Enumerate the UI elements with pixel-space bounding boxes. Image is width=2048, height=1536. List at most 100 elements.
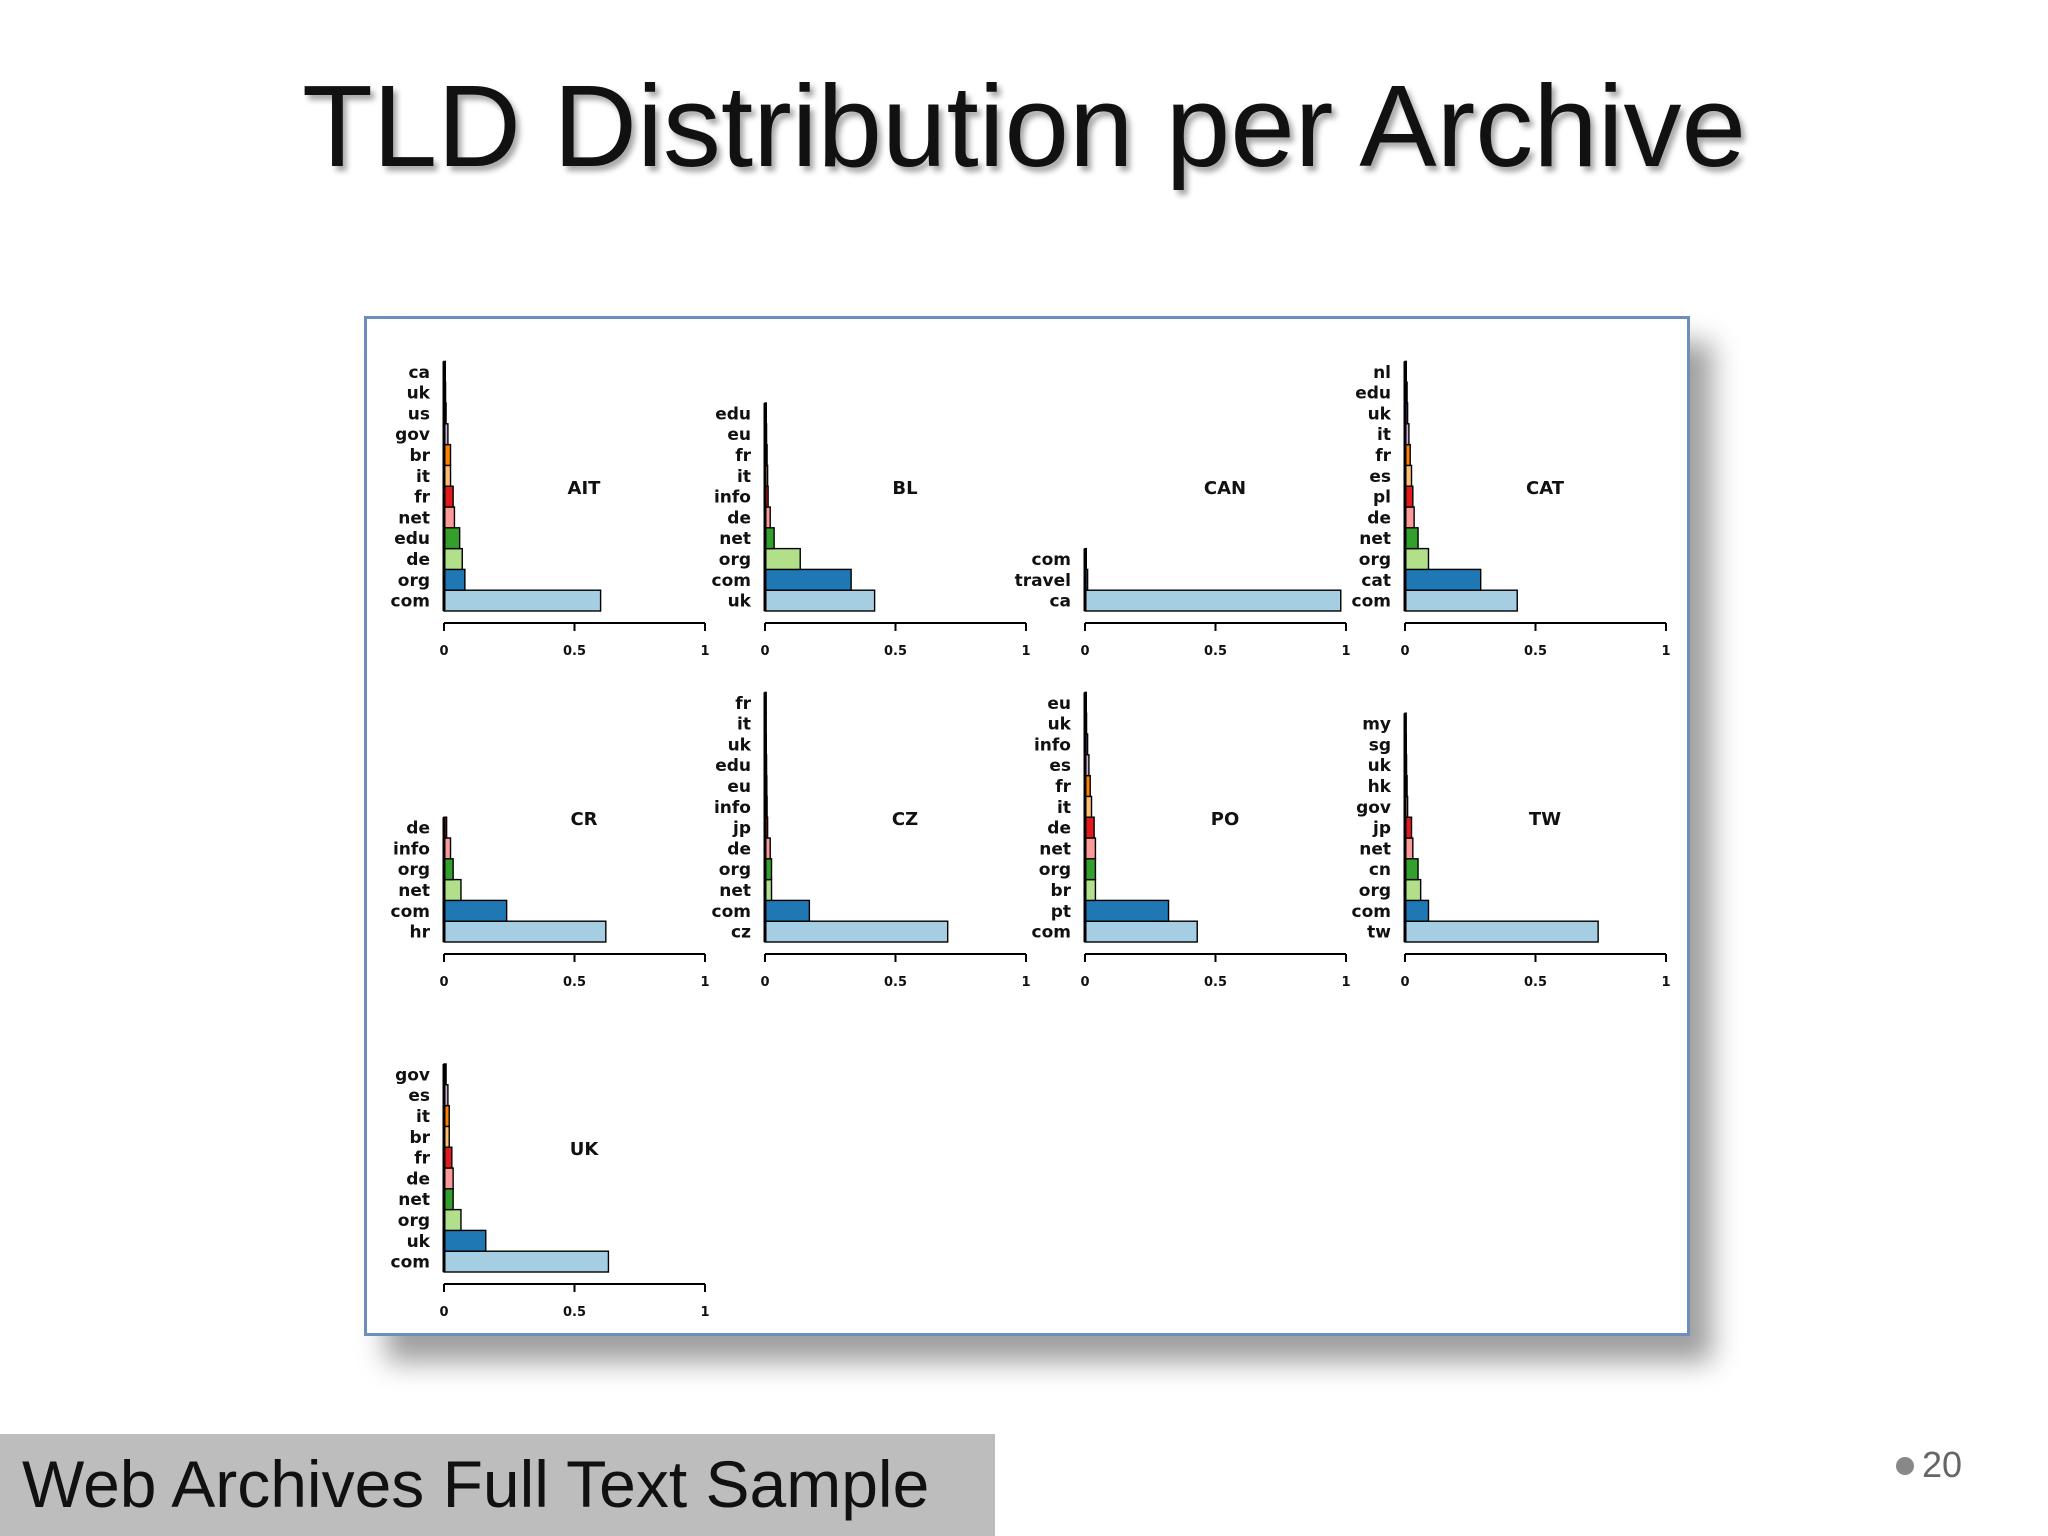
panel-title-bl: BL xyxy=(892,478,917,499)
tld-label-cat-edu: edu xyxy=(1355,384,1391,404)
tld-label-cz-cz: cz xyxy=(731,923,751,943)
bar-ait-org xyxy=(443,568,466,591)
figure-frame: com org de edu net fr it br gov us uk ca AIT 0 0.5 1 uk c… xyxy=(364,316,1690,1336)
tld-label-uk-es: es xyxy=(408,1086,430,1106)
tld-label-ait-fr: fr xyxy=(414,488,430,508)
slide-title: TLD Distribution per Archive xyxy=(301,61,1747,191)
page-bullet-icon xyxy=(1896,1457,1914,1475)
bar-cr-hr xyxy=(443,920,607,943)
tick-label-po-0.5: 0.5 xyxy=(1204,975,1227,990)
bar-can-ca xyxy=(1084,589,1342,612)
tld-label-uk-net: net xyxy=(398,1190,430,1210)
tld-label-ait-ca: ca xyxy=(408,363,430,383)
tick-label-cr-1: 1 xyxy=(700,975,709,990)
tld-label-cat-pl: pl xyxy=(1373,488,1391,508)
bar-cr-com xyxy=(443,899,508,922)
tld-label-bl-info: info xyxy=(714,488,751,508)
bar-bl-org xyxy=(764,547,801,571)
tick-label-cz-1: 1 xyxy=(1021,975,1030,990)
footer-text: Web Archives Full Text Sample xyxy=(22,1447,930,1521)
bar-ait-de xyxy=(443,547,463,571)
tld-label-bl-eu: eu xyxy=(727,425,751,445)
tld-label-po-org: org xyxy=(1039,860,1071,880)
bar-tw-com xyxy=(1404,899,1430,922)
tld-label-ait-gov: gov xyxy=(395,425,430,445)
bar-cr-net xyxy=(443,878,462,902)
tick-label-bl-0.5: 0.5 xyxy=(884,644,907,659)
tld-label-tw-cn: cn xyxy=(1369,860,1391,880)
tick-label-tw-0.5: 0.5 xyxy=(1524,975,1547,990)
bar-po-org xyxy=(1084,858,1097,881)
tick-label-cat-1: 1 xyxy=(1661,644,1670,659)
panel-title-cz: CZ xyxy=(892,809,918,830)
tld-label-ait-us: us xyxy=(408,404,430,424)
tick-label-uk-0.5: 0.5 xyxy=(563,1305,586,1320)
bar-cat-cat xyxy=(1404,568,1482,591)
tick-label-po-1: 1 xyxy=(1341,975,1350,990)
bar-bl-com xyxy=(764,568,852,591)
tld-label-cr-info: info xyxy=(393,839,430,859)
tld-label-po-info: info xyxy=(1034,735,1071,755)
tld-label-cz-net: net xyxy=(719,881,751,901)
tld-label-tw-hk: hk xyxy=(1368,777,1392,797)
tld-label-bl-org: org xyxy=(719,550,751,570)
tld-label-po-com: com xyxy=(1032,923,1071,943)
panel-title-po: PO xyxy=(1211,809,1240,830)
tld-label-uk-it: it xyxy=(416,1107,430,1127)
tick-label-cat-0.5: 0.5 xyxy=(1524,644,1547,659)
tld-label-cr-com: com xyxy=(391,902,430,922)
bar-ait-edu xyxy=(443,527,461,550)
tld-label-ait-org: org xyxy=(398,571,430,591)
tld-label-uk-br: br xyxy=(409,1128,430,1148)
panel-title-cat: CAT xyxy=(1526,478,1565,499)
tld-label-cat-fr: fr xyxy=(1375,446,1391,466)
tld-label-cz-edu: edu xyxy=(715,756,751,776)
panel-title-ait: AIT xyxy=(568,478,602,499)
tld-label-tw-com: com xyxy=(1352,902,1391,922)
tld-label-cat-org: org xyxy=(1359,550,1391,570)
bar-po-net xyxy=(1084,837,1097,860)
tld-label-cr-de: de xyxy=(406,819,430,839)
bar-uk-org xyxy=(443,1208,462,1232)
bar-po-pt xyxy=(1084,899,1170,922)
bar-cat-net xyxy=(1404,527,1419,550)
bar-tw-tw xyxy=(1404,920,1599,943)
tld-label-bl-uk: uk xyxy=(728,592,752,612)
tld-label-ait-com: com xyxy=(391,592,430,612)
tick-label-cz-0.5: 0.5 xyxy=(884,975,907,990)
tick-label-ait-1: 1 xyxy=(700,644,709,659)
tld-label-uk-gov: gov xyxy=(395,1065,430,1085)
tld-label-tw-tw: tw xyxy=(1367,923,1391,943)
tld-label-can-ca: ca xyxy=(1049,592,1071,612)
tld-label-tw-org: org xyxy=(1359,881,1391,901)
tld-label-cat-es: es xyxy=(1369,467,1391,487)
tld-label-po-es: es xyxy=(1049,756,1071,776)
tld-label-cat-de: de xyxy=(1367,508,1391,528)
tld-label-bl-edu: edu xyxy=(715,404,751,424)
tld-label-uk-uk: uk xyxy=(407,1232,431,1252)
tld-label-ait-uk: uk xyxy=(407,384,431,404)
tld-label-cat-it: it xyxy=(1377,425,1391,445)
tick-label-tw-1: 1 xyxy=(1661,975,1670,990)
bar-cat-com xyxy=(1404,589,1518,612)
tld-label-tw-sg: sg xyxy=(1369,735,1391,755)
tld-label-po-pt: pt xyxy=(1051,902,1071,922)
bar-cat-org xyxy=(1404,547,1430,571)
tld-label-cz-com: com xyxy=(712,902,751,922)
tld-label-cat-cat: cat xyxy=(1361,571,1391,591)
panel-title-uk: UK xyxy=(570,1139,600,1160)
bar-ait-net xyxy=(443,506,456,529)
tick-label-uk-1: 1 xyxy=(700,1305,709,1320)
tld-label-bl-it: it xyxy=(737,467,751,487)
tick-label-can-1: 1 xyxy=(1341,644,1350,659)
tld-label-cz-jp: jp xyxy=(732,819,751,839)
tld-label-cr-net: net xyxy=(398,881,430,901)
tld-label-ait-de: de xyxy=(406,550,430,570)
tld-label-po-br: br xyxy=(1050,881,1071,901)
tld-label-cat-uk: uk xyxy=(1368,404,1392,424)
bar-uk-com xyxy=(443,1250,610,1273)
tld-label-uk-org: org xyxy=(398,1211,430,1231)
tld-label-tw-jp: jp xyxy=(1372,819,1391,839)
tld-label-tw-net: net xyxy=(1359,839,1391,859)
